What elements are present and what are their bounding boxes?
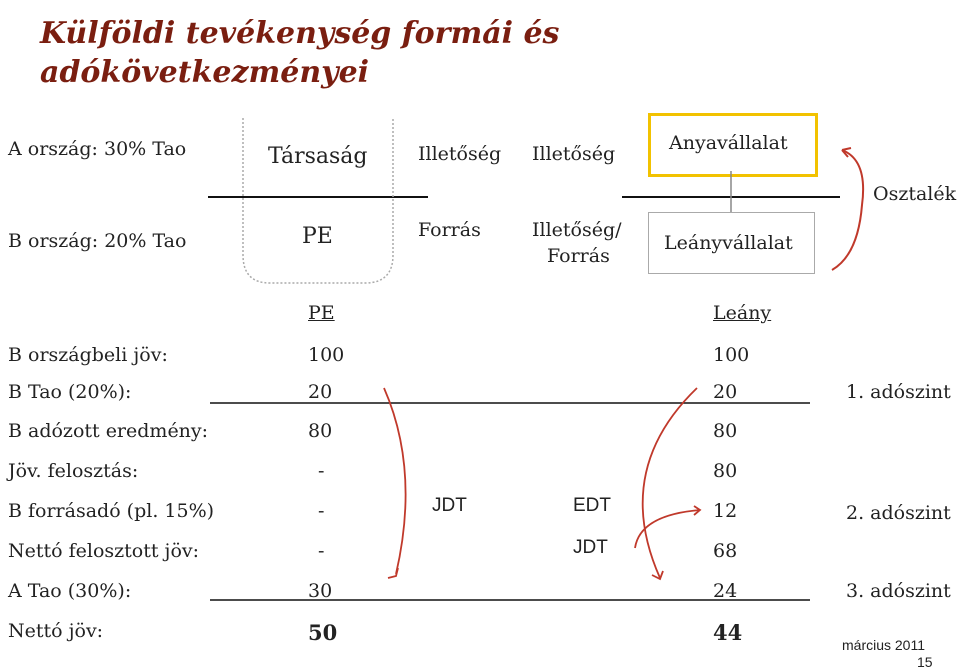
row-pe-value: -: [318, 500, 325, 522]
illetoseg-forras-label-2: Forrás: [547, 245, 610, 267]
row-pe-value: 50: [308, 620, 338, 645]
osztalek-arrow: [831, 149, 865, 271]
tarsasag-enclosure: [242, 118, 394, 284]
row-pe-value: -: [318, 540, 325, 562]
page-title-line1: Külföldi tevékenység formái és: [40, 16, 560, 51]
illetoseg-label-1: Illetőség: [418, 143, 502, 165]
page-number: 15: [917, 654, 933, 670]
osztalek-label: Osztalék: [873, 183, 957, 205]
row-leany-value: 80: [713, 460, 738, 482]
arrow-forrasado-head: [693, 505, 702, 516]
row-label: B adózott eredmény:: [8, 420, 209, 442]
row-pe-value: 80: [308, 420, 333, 442]
pe-label: PE: [302, 224, 333, 249]
row-pe-value: -: [318, 460, 325, 482]
anyavallalat-box: Anyavállalat: [648, 113, 818, 177]
row-label: A Tao (30%):: [8, 580, 132, 602]
row-leany-value: 44: [713, 620, 743, 645]
row-pe-value: 30: [308, 580, 333, 602]
page-title-line2: adókövetkezményei: [40, 55, 370, 90]
row-note: 3. adószint: [846, 580, 951, 602]
row-note: 1. adószint: [846, 381, 951, 403]
header-leany: Leány: [713, 302, 772, 324]
tarsasag-label: Társaság: [268, 144, 368, 169]
row-leany-value: 80: [713, 420, 738, 442]
row-leany-value: 12: [713, 500, 738, 522]
row-pe-value: 100: [308, 344, 345, 366]
jdt-label-1: JDT: [432, 495, 467, 516]
illetoseg-forras-label-1: Illetőség/: [532, 219, 622, 241]
row-label: B országbeli jöv:: [8, 344, 168, 366]
leanyvallalat-label: Leányvállalat: [664, 232, 793, 254]
forras-label: Forrás: [418, 219, 481, 241]
illetoseg-label-2: Illetőség: [532, 143, 616, 165]
row-label: Jöv. felosztás:: [8, 460, 139, 482]
arrow-leany-tao-head: [651, 570, 664, 581]
footer-date: március 2011: [842, 637, 926, 653]
row-label: B Tao (20%):: [8, 381, 132, 403]
row-leany-value: 24: [713, 580, 738, 602]
row-leany-value: 20: [713, 381, 738, 403]
arrow-pe-tao: [383, 387, 407, 575]
arrow-leany-tao: [641, 387, 698, 579]
edt-label: EDT: [573, 495, 611, 516]
header-pe: PE: [308, 302, 335, 324]
row-pe-value: 20: [308, 381, 333, 403]
anyavallalat-label: Anyavállalat: [669, 132, 788, 154]
row-label: Nettó felosztott jöv:: [8, 540, 200, 562]
jdt-label-2: JDT: [573, 537, 608, 558]
row-note: 2. adószint: [846, 502, 951, 524]
osztalek-arrow-head: [841, 147, 852, 158]
b-country-label: B ország: 20% Tao: [8, 230, 187, 252]
row-leany-value: 100: [713, 344, 750, 366]
row-leany-value: 68: [713, 540, 738, 562]
leanyvallalat-box: Leányvállalat: [648, 212, 815, 274]
a-country-label: A ország: 30% Tao: [8, 138, 187, 160]
arrow-pe-tao-head: [387, 567, 399, 579]
row-label: Nettó jöv:: [8, 620, 104, 642]
row-label: B forrásadó (pl. 15%): [8, 500, 215, 522]
arrow-forrasado: [634, 509, 701, 549]
